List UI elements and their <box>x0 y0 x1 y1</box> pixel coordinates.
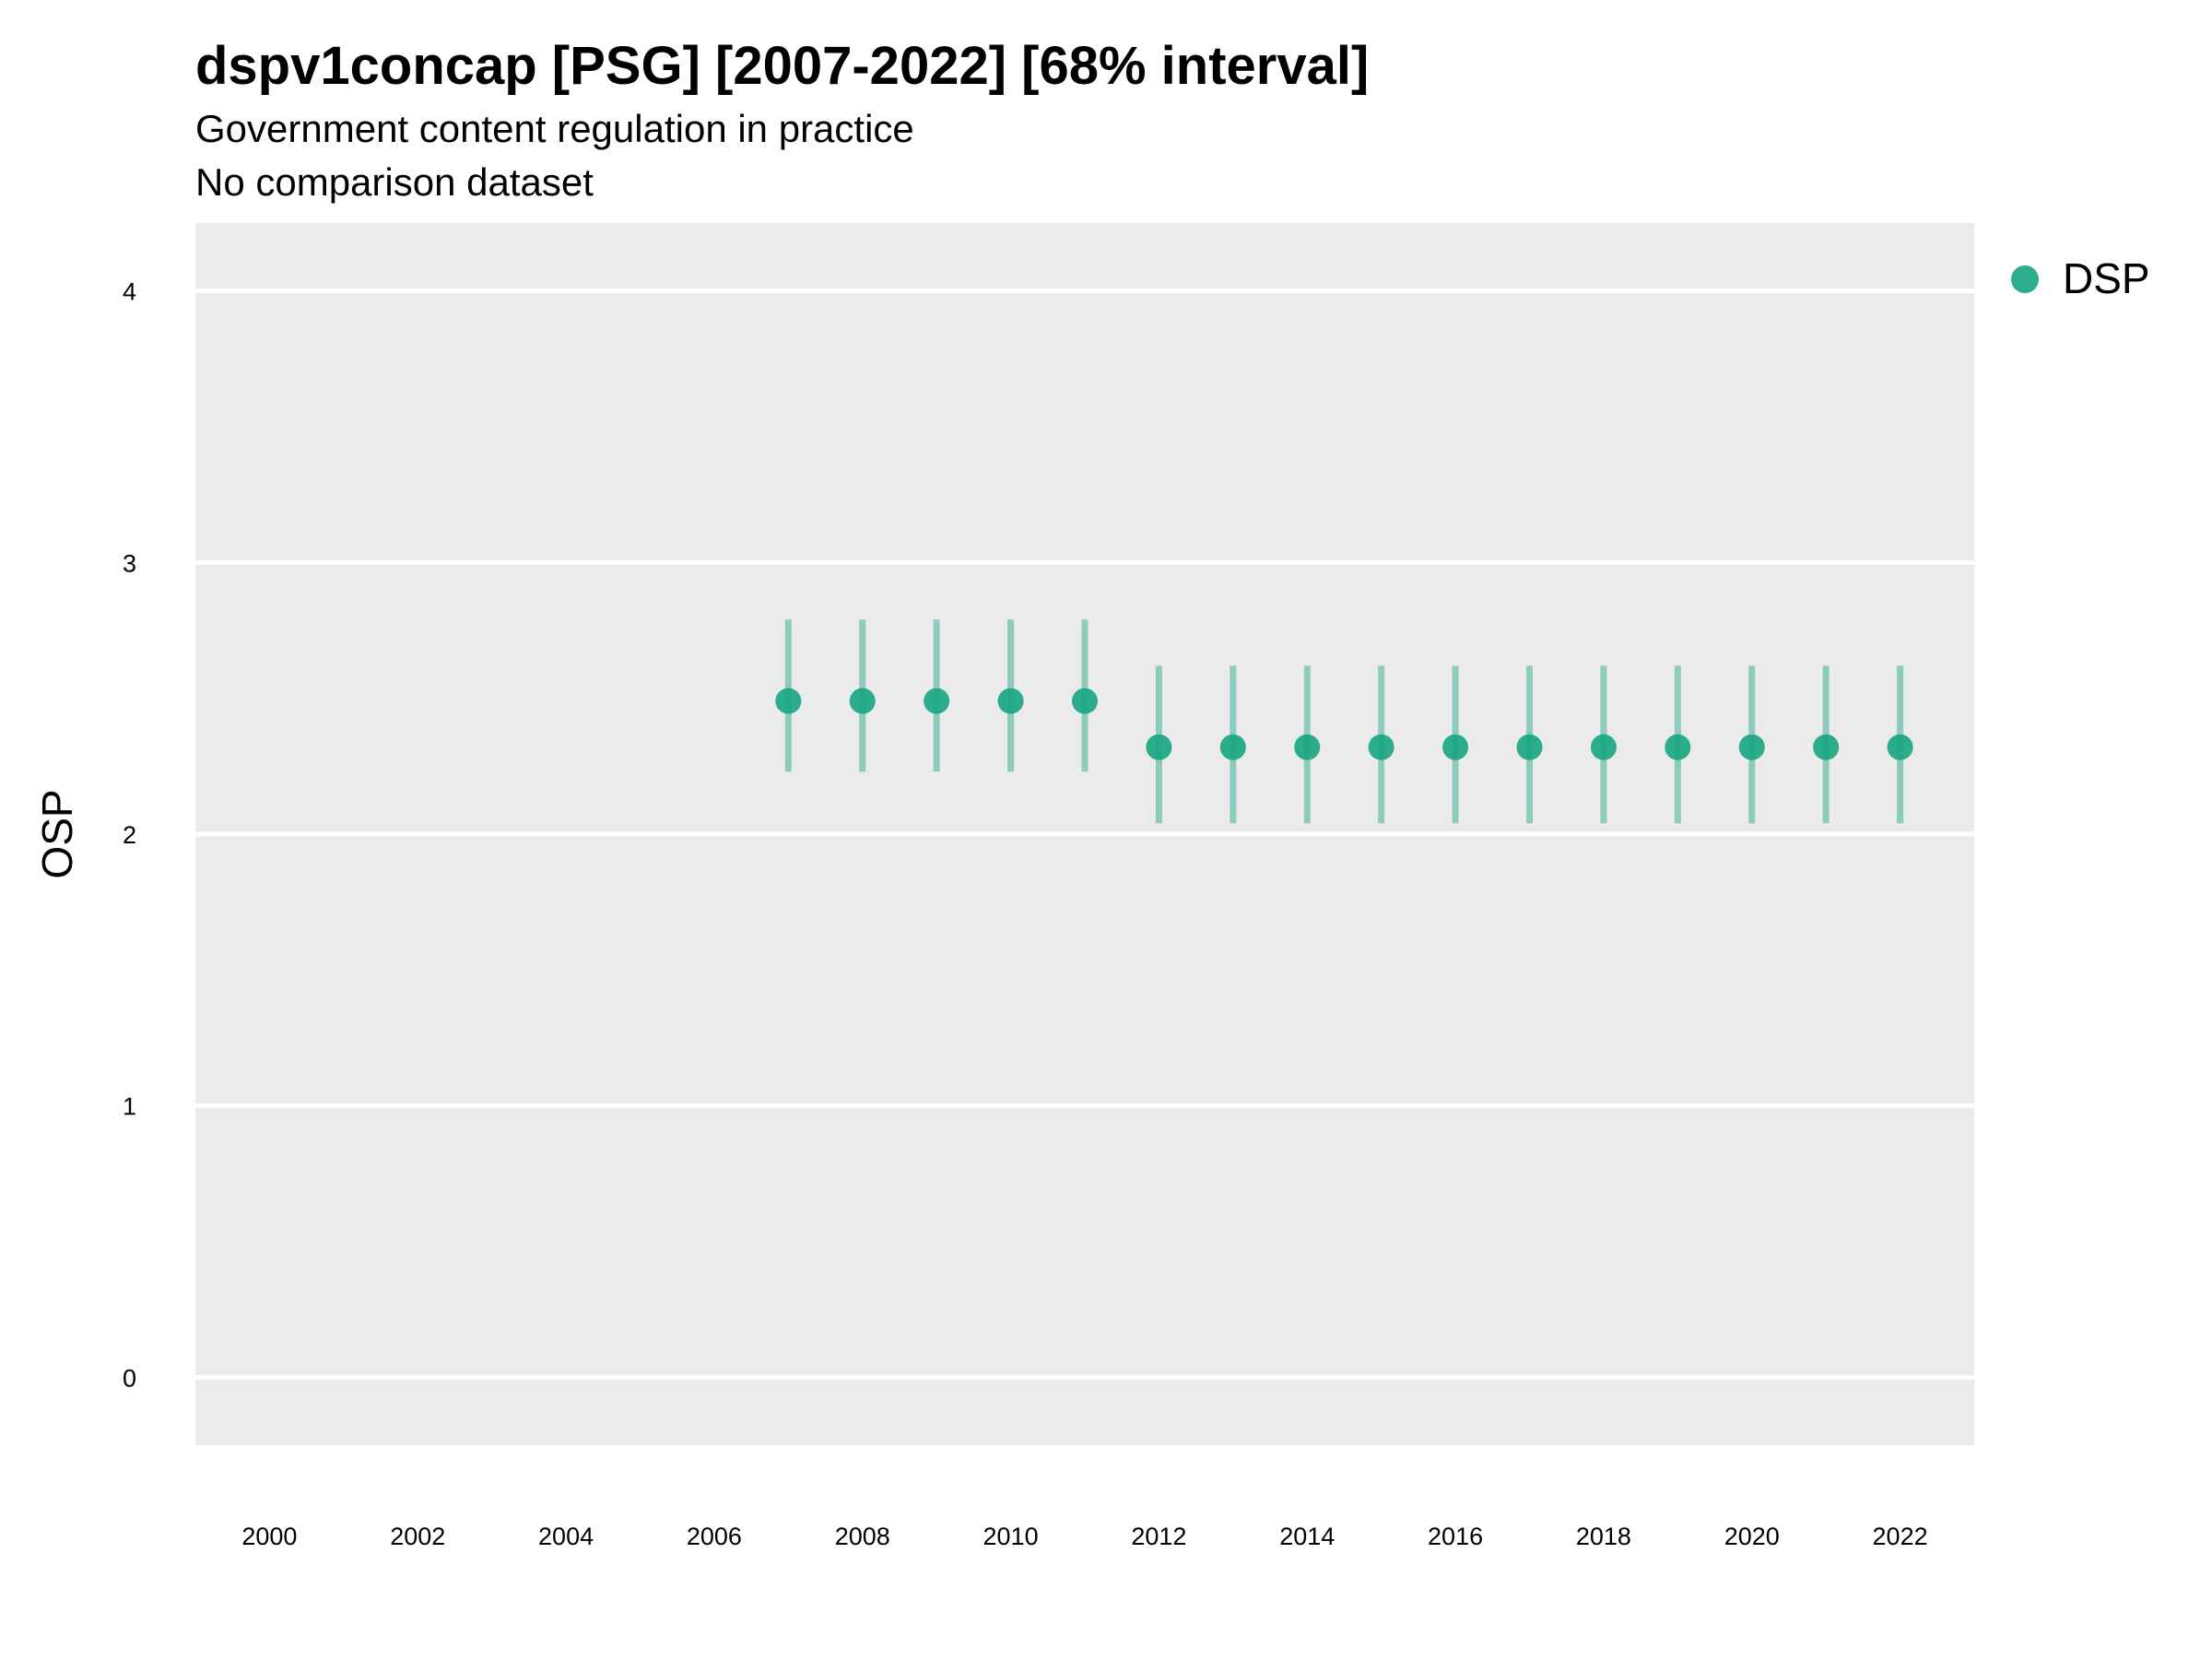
data-point-2010 <box>997 688 1024 714</box>
data-marks <box>775 619 1913 824</box>
data-point-2018 <box>1590 734 1617 760</box>
x-tick-label-2000: 2000 <box>241 1523 297 1550</box>
x-tick-label-2010: 2010 <box>983 1523 1039 1550</box>
x-tick-labels: 2000 2002 2004 2006 2008 2010 2012 2014 2016 2018… <box>241 1523 1927 1550</box>
data-point-2017 <box>1516 734 1543 760</box>
data-point-2015 <box>1368 734 1394 760</box>
x-tick-label-2018: 2018 <box>1576 1523 1631 1550</box>
legend-key-dsp <box>2011 265 2039 293</box>
chart-title: dspv1concap [PSG] [2007-2022] [68% inter… <box>195 36 1370 96</box>
y-tick-label-3: 3 <box>123 549 136 577</box>
y-tick-label-2: 2 <box>123 821 136 849</box>
data-point-2008 <box>849 688 876 714</box>
legend-label-dsp: DSP <box>2063 254 2150 302</box>
legend: DSP <box>2011 254 2150 302</box>
data-point-2019 <box>1665 734 1691 760</box>
x-tick-label-2014: 2014 <box>1279 1523 1335 1550</box>
data-point-2016 <box>1442 734 1469 760</box>
data-point-2022 <box>1887 734 1913 760</box>
data-point-2020 <box>1738 734 1765 760</box>
data-point-2014 <box>1294 734 1321 760</box>
x-tick-label-2016: 2016 <box>1428 1523 1483 1550</box>
y-tick-label-1: 1 <box>123 1093 136 1121</box>
chart-subtitle-comparison: No comparison dataset <box>195 160 594 204</box>
x-tick-label-2004: 2004 <box>538 1523 594 1550</box>
y-tick-label-0: 0 <box>123 1364 136 1392</box>
x-tick-label-2020: 2020 <box>1724 1523 1780 1550</box>
y-tick-labels: 0 1 2 3 4 <box>123 278 136 1393</box>
x-tick-label-2006: 2006 <box>687 1523 742 1550</box>
x-tick-label-2012: 2012 <box>1131 1523 1186 1550</box>
x-tick-label-2022: 2022 <box>1873 1523 1928 1550</box>
x-tick-label-2008: 2008 <box>835 1523 890 1550</box>
data-point-2009 <box>924 688 950 714</box>
data-point-2011 <box>1072 688 1098 714</box>
data-point-2012 <box>1146 734 1172 760</box>
data-point-2007 <box>775 688 802 714</box>
data-point-2013 <box>1219 734 1246 760</box>
gridlines <box>195 288 1974 1380</box>
y-tick-label-4: 4 <box>123 278 136 306</box>
y-axis-title: OSP <box>33 789 81 878</box>
data-point-2021 <box>1813 734 1840 760</box>
x-tick-label-2002: 2002 <box>390 1523 445 1550</box>
chart-subtitle: Government content regulation in practic… <box>195 107 914 150</box>
